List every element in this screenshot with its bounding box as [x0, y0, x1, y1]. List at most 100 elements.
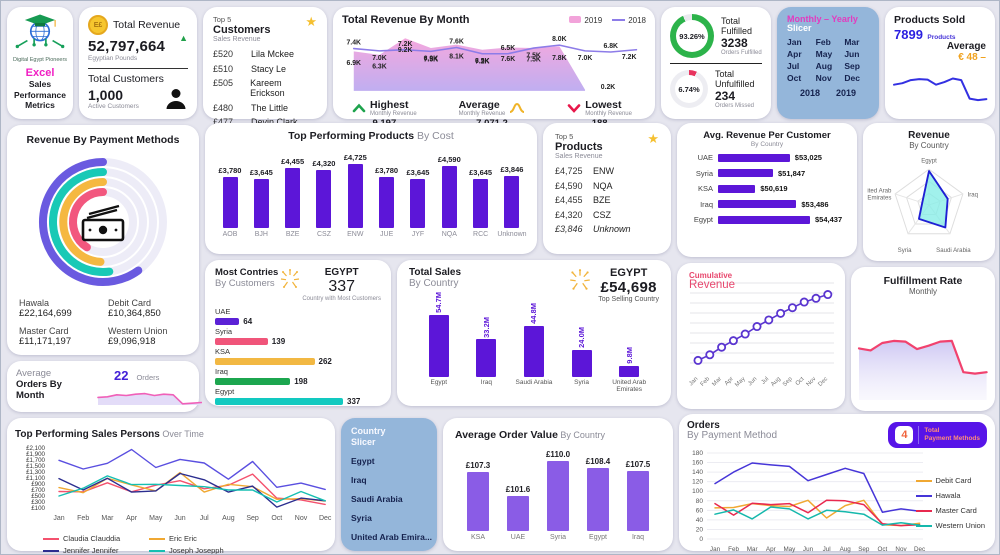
- country-label: UAE: [215, 306, 231, 316]
- cumulative-revenue-card: Cumulative Revenue Jan Feb Mar Apr May Jun Jul…: [677, 263, 845, 409]
- month-button-jan[interactable]: Jan: [787, 37, 802, 47]
- country-label: Syria: [215, 326, 233, 336]
- bar-category-label: Unknown: [497, 231, 527, 238]
- slicer-title-line1: Monthly – Yearly: [787, 14, 858, 24]
- unfulfilled-pct: 6.74%: [678, 84, 700, 94]
- svg-text:£2,100: £2,100: [26, 445, 45, 452]
- country-button-united[interactable]: United Arab Emira...: [351, 531, 432, 542]
- hbar-value: $53,025: [794, 153, 822, 162]
- legend-label: Hawala: [935, 491, 961, 500]
- payment-methods-card: Revenue By Payment Methods Hawala £22,164…: [7, 125, 199, 355]
- total-sales-card: Total Sales By Country EGYPT £54,698 Top…: [397, 260, 671, 406]
- country-button-saudi[interactable]: Saudi Arabia: [351, 493, 403, 504]
- bar: [347, 164, 363, 228]
- svg-text:Jun: Jun: [747, 376, 758, 387]
- svg-text:£1,700: £1,700: [26, 457, 45, 464]
- divider: [670, 63, 762, 64]
- ts-bar-col: 44.8M Saudi Arabia: [510, 303, 558, 393]
- country-slicer-title2: Slicer: [351, 436, 376, 447]
- ts-bar-col: 54.7M Egypt: [415, 292, 463, 393]
- svg-text:6.5K: 6.5K: [501, 45, 516, 52]
- bar-category-label: Syria: [574, 379, 589, 386]
- month-button-feb[interactable]: Feb: [815, 37, 831, 47]
- brand-product: Excel: [25, 67, 55, 79]
- hbar: [718, 200, 797, 208]
- month-button-sep[interactable]: Sep: [844, 61, 860, 71]
- top-products-list: £4,725 ENW £4,590 NQA £4,455 BZE £4,320 CSZ £3,8…: [555, 166, 659, 234]
- svg-text:120: 120: [692, 479, 703, 486]
- bar: [571, 349, 592, 377]
- customer-value: £510: [213, 63, 234, 74]
- radar-subtitle: By Country: [909, 141, 949, 150]
- country-bar-row: 337: [215, 397, 381, 406]
- bar-value-label: £4,455: [281, 156, 305, 166]
- fulfillment-rate-chart: [857, 339, 988, 400]
- list-item: £477 Devin Clark: [213, 117, 317, 127]
- top-customers-card: Top 5 Customers Sales Revenue ★ £520 Lila…: [203, 7, 327, 127]
- bar-value-label: 9.8M: [624, 347, 634, 364]
- bar-value-label: £107.5: [625, 460, 651, 470]
- payment-legend-item: Master Card £11,171,197: [19, 326, 98, 347]
- legend-swatch: [915, 509, 932, 512]
- bar: [316, 169, 332, 228]
- list-item: £520 Lila Mckee: [213, 49, 317, 59]
- hbar-value: $53,486: [801, 199, 829, 209]
- bar-value-label: £110.0: [545, 450, 571, 459]
- aov-title-sub: By Country: [557, 430, 605, 440]
- country-label: Iraq: [215, 366, 228, 376]
- country-button-syria[interactable]: Syria: [351, 512, 372, 523]
- avg-price-value: € 48 –: [958, 52, 986, 63]
- svg-text:Iraq: Iraq: [968, 191, 979, 198]
- aov-bar-col: £107.3 KSA: [459, 461, 497, 541]
- country-value: 198: [294, 376, 308, 386]
- country-bar: [215, 357, 315, 365]
- month-button-nov[interactable]: Nov: [815, 73, 832, 83]
- legend-item: Joseph Josepph: [149, 546, 255, 555]
- svg-text:7.2K: 7.2K: [475, 58, 490, 65]
- fulfillment-rate-subtitle: Monthly: [908, 287, 937, 296]
- unfulfilled-value: 234: [715, 89, 736, 103]
- year-button-2018[interactable]: 2018: [799, 88, 820, 98]
- list-item: £480 The Little: [213, 103, 317, 113]
- mc-title-sub: By Customers: [215, 278, 275, 289]
- badge-divider: [918, 426, 920, 444]
- month-button-jul[interactable]: Jul: [787, 61, 800, 71]
- bar-category-label: United Arab Emirates: [612, 379, 647, 394]
- country-button-egypt[interactable]: Egypt: [351, 455, 375, 466]
- country-button-iraq[interactable]: Iraq: [351, 474, 367, 485]
- total-revenue-label: Total Revenue: [113, 19, 181, 31]
- svg-text:9.2K: 9.2K: [398, 47, 413, 54]
- year-button-2019[interactable]: 2019: [836, 88, 857, 98]
- legend-swatch: [915, 524, 932, 527]
- customer-name: Devin Clark: [251, 117, 298, 127]
- svg-text:£1,300: £1,300: [26, 469, 45, 476]
- badge-value: 4: [895, 426, 914, 444]
- month-button-mar[interactable]: Mar: [844, 37, 860, 47]
- svg-text:May: May: [783, 546, 796, 553]
- country-value: 64: [243, 316, 253, 326]
- bar-category-label: KSA: [470, 534, 485, 541]
- svg-text:£900: £900: [31, 481, 45, 488]
- month-button-jun[interactable]: Jun: [844, 49, 860, 59]
- slicer-title-line2: Slicer: [787, 23, 812, 33]
- hbar-row: UAE $53,025: [687, 153, 847, 162]
- avg-order-value-card: Average Order Value By Country £107.3 KSA…: [443, 418, 673, 551]
- fireworks-icon: [281, 269, 300, 288]
- month-button-dec[interactable]: Dec: [844, 73, 860, 83]
- legend-swatch: [149, 549, 165, 552]
- month-button-may[interactable]: May: [815, 49, 833, 59]
- tpc-bar-col: £3,645 BJH: [246, 168, 276, 238]
- legend-label: Joseph Josepph: [169, 546, 224, 555]
- month-button-oct[interactable]: Oct: [787, 73, 802, 83]
- payment-legend: Hawala £22,164,699 Debit Card £10,364,850 Ma…: [17, 298, 189, 347]
- month-button-aug[interactable]: Aug: [815, 61, 833, 71]
- cumulative-label: Cumulative: [689, 271, 733, 280]
- products-sold-unit: Products: [927, 34, 956, 41]
- month-button-apr[interactable]: Apr: [787, 49, 802, 59]
- hbar: [718, 153, 790, 162]
- bar-value-label: £3,780: [375, 165, 399, 175]
- mc-highlight-country: EGYPT: [324, 267, 359, 278]
- hbar-row: Syria $51,847: [687, 169, 847, 178]
- bar-value-label: 54.7M: [434, 292, 444, 313]
- svg-text:7.5K: 7.5K: [526, 57, 541, 64]
